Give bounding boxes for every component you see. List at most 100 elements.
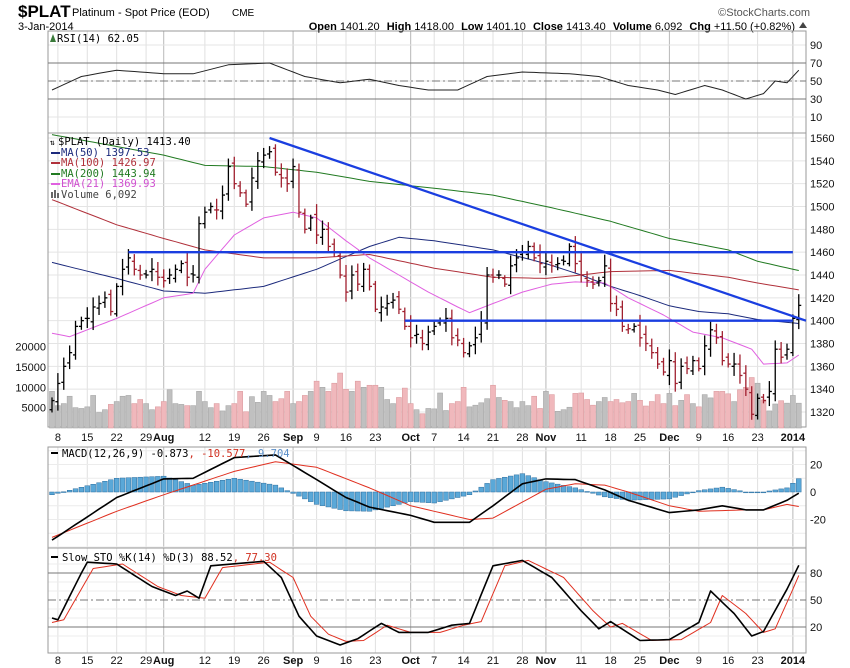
date-tick-label: 16 (722, 432, 734, 444)
macd-histogram-bar (602, 491, 608, 498)
price-axis-label: 1540 (810, 156, 834, 168)
volume-bar (149, 409, 155, 429)
rsi-axis-label: 50 (810, 76, 822, 88)
macd-histogram-bar (654, 491, 661, 500)
date-tick-label: 22 (111, 432, 123, 444)
volume-bar (296, 401, 302, 429)
ohlc-bar (131, 254, 137, 276)
ohlc-bar (525, 240, 531, 260)
ohlc-bar (137, 264, 143, 280)
volume-label: Volume (613, 21, 652, 33)
volume-bar (84, 406, 91, 429)
ohlc-icon: ⇅ (50, 138, 55, 147)
ohlc-bar (172, 264, 178, 283)
rsi-axis-label: 30 (810, 94, 822, 106)
macd-histogram-bar (243, 479, 249, 493)
ohlc-bar (743, 365, 749, 397)
macd-histogram-bar (490, 479, 496, 493)
volume-bar (178, 404, 185, 429)
macd-histogram-bar (502, 476, 508, 493)
macd-histogram-bar (125, 477, 132, 493)
macd-histogram-bar (666, 491, 673, 500)
volume-bar (372, 384, 379, 429)
macd-histogram-bar (308, 491, 314, 502)
ohlc-bar (537, 244, 543, 274)
volume-bar (125, 395, 132, 429)
date-tick-label: 23 (369, 432, 381, 444)
volume-bar (578, 392, 585, 429)
ohlc-bar (602, 254, 608, 287)
date-tick-label: 7 (431, 432, 437, 444)
ohlc-bar (655, 347, 661, 369)
volume-bar (266, 395, 273, 429)
macd-histogram-bar (743, 491, 749, 494)
ohlc-bar (555, 257, 561, 271)
price-legend: ⇅ $PLAT (Daily) 1413.40 MA(50) 1397.53 M… (50, 136, 191, 201)
volume-bar (337, 372, 343, 429)
macd-swatch (51, 452, 58, 454)
volume-bar (366, 384, 373, 429)
ohlc-bar (666, 349, 672, 386)
macd-legend-label: MACD(12,26,9) -0.873, -10.577, 9.704 (62, 448, 290, 460)
ohlc-bar (566, 243, 572, 267)
macd-histogram-bar (255, 481, 261, 493)
ohlc-bar (96, 295, 102, 315)
ohlc-bar (778, 342, 784, 364)
macd-histogram-bar (749, 491, 755, 494)
volume-bar (413, 409, 420, 429)
date-tick-label: 23 (751, 432, 763, 444)
high-value: 1418.00 (414, 21, 454, 33)
macd-signal-line (51, 461, 799, 538)
ohlc-bar (561, 255, 567, 266)
volume-bar (143, 403, 149, 429)
ohlc-bar (202, 206, 208, 229)
volume-bar (513, 407, 520, 429)
volume-bar (260, 391, 267, 429)
rsi-icon (50, 34, 56, 42)
ohlc-bar (325, 222, 331, 253)
date-tick-label: 16 (340, 655, 352, 667)
ohlc-bar (261, 147, 267, 169)
change-value: +11.50 (+0.82%) (714, 21, 795, 33)
date-tick-label: 19 (228, 655, 240, 667)
volume-bar (360, 386, 367, 429)
ohlc-bar (702, 335, 708, 376)
volume-bar (66, 395, 73, 429)
volume-bar (331, 382, 338, 429)
volume-bar (78, 408, 85, 429)
ohlc-bar (167, 268, 173, 284)
price-axis-label: 1460 (810, 247, 834, 259)
rsi-axis-label: 70 (810, 58, 822, 70)
macd-histogram-bar (713, 487, 720, 493)
ohlc-bar (55, 373, 61, 411)
ohlc-bar (120, 258, 126, 296)
macd-histogram-bar (325, 491, 332, 508)
volume-bar (196, 391, 202, 429)
volume-bar (160, 401, 167, 429)
ema21-swatch (51, 183, 60, 185)
volume-axis-label: 15000 (15, 362, 46, 374)
price-panel-frame (47, 132, 807, 428)
volume-bar (319, 386, 326, 429)
date-tick-label: 28 (516, 432, 528, 444)
stockcharts-watermark: ©StockCharts.com (718, 7, 810, 19)
macd-histogram-bar (690, 491, 696, 494)
macd-histogram-bar (566, 486, 573, 493)
ohlc-bar (149, 258, 155, 282)
ohlc-bar (708, 321, 714, 357)
ohlc-bar (108, 289, 114, 316)
macd-signal-value: , -10.577 (188, 448, 245, 460)
volume-bar (719, 391, 726, 429)
volume-bar (454, 401, 461, 429)
date-tick-label: 23 (751, 655, 763, 667)
volume-icon (51, 190, 59, 198)
ohlc-bar (272, 144, 278, 176)
sto-legend-label: Slow STO %K(14) %D(3) 88.52, 77.30 (62, 552, 277, 564)
date-tick-label: 21 (487, 432, 499, 444)
ohlc-bar (196, 216, 202, 284)
macd-histogram-bar (349, 491, 355, 512)
price-axis-label: 1520 (810, 179, 834, 191)
volume-bar (537, 408, 543, 429)
macd-histogram-bar (419, 491, 426, 503)
date-tick-label: Dec (659, 655, 679, 667)
